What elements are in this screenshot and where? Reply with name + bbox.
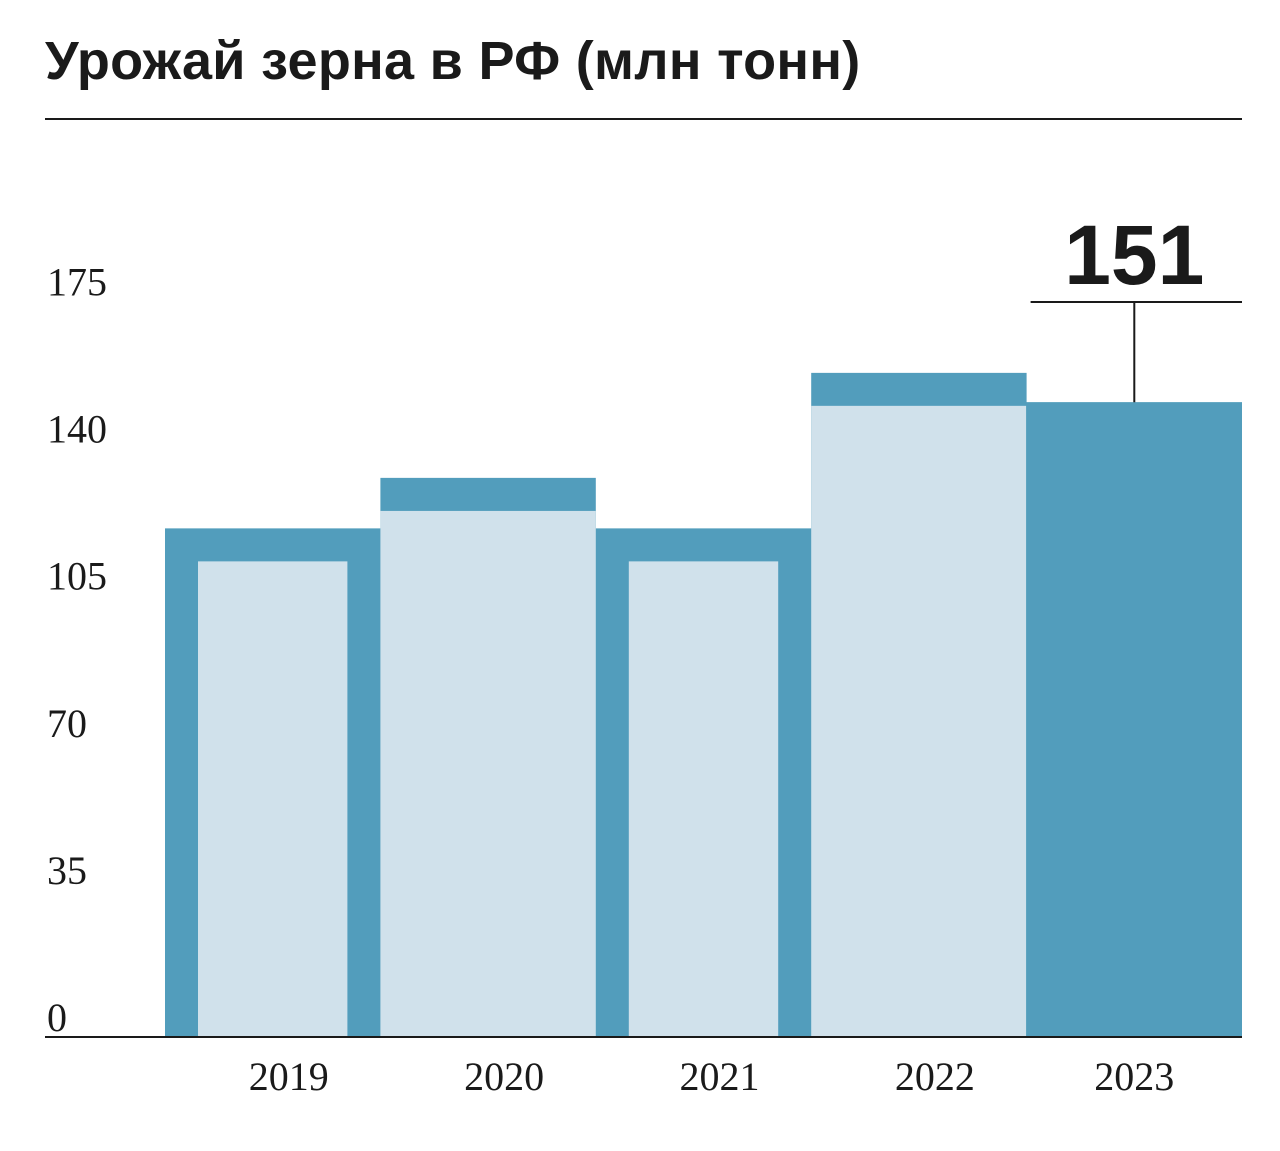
bar-2022 bbox=[811, 405, 1027, 1037]
x-tick-label: 2020 bbox=[464, 1054, 544, 1099]
chart-title: Урожай зерна в РФ (млн тонн) bbox=[45, 31, 861, 91]
bar-2021 bbox=[628, 561, 779, 1037]
y-tick-label: 140 bbox=[47, 407, 107, 452]
bar-2020 bbox=[380, 510, 596, 1037]
x-tick-label: 2022 bbox=[895, 1054, 975, 1099]
title-divider bbox=[45, 118, 1242, 120]
bar-2019 bbox=[198, 561, 348, 1037]
x-tick-label: 2023 bbox=[1094, 1054, 1174, 1099]
y-tick-label: 70 bbox=[47, 701, 87, 746]
x-tick-label: 2021 bbox=[680, 1054, 760, 1099]
x-tick-label: 2019 bbox=[249, 1054, 329, 1099]
y-tick-label: 105 bbox=[47, 554, 107, 599]
bar-2023 bbox=[1026, 402, 1242, 1037]
y-tick-label: 0 bbox=[47, 995, 67, 1040]
highlight-value-label: 151 bbox=[1064, 208, 1204, 302]
y-tick-label: 35 bbox=[47, 848, 87, 893]
y-tick-label: 175 bbox=[47, 259, 107, 304]
